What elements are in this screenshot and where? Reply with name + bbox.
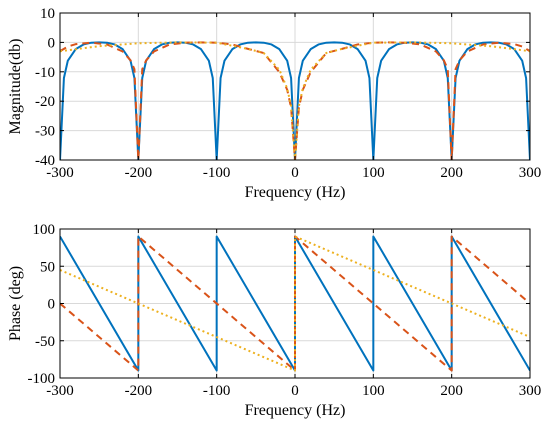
x-tick-label: 300: [519, 383, 542, 399]
x-tick-label: 0: [291, 165, 299, 181]
x-tick-label: -300: [46, 383, 74, 399]
y-tick-label: -50: [35, 334, 55, 350]
phase-x-axis-label: Frequency (Hz): [245, 402, 346, 419]
y-tick-label: -10: [35, 65, 55, 81]
y-tick-label: -100: [28, 371, 56, 387]
y-tick-label: 10: [40, 6, 55, 22]
y-tick-label: 100: [33, 222, 56, 238]
y-tick-label: 0: [48, 35, 56, 51]
y-tick-label: -40: [35, 153, 55, 169]
x-tick-label: -100: [203, 383, 231, 399]
x-tick-label: 100: [362, 383, 385, 399]
y-tick-label: -30: [35, 124, 55, 140]
y-tick-label: 0: [48, 297, 56, 313]
x-tick-label: -100: [203, 165, 231, 181]
y-tick-label: -20: [35, 94, 55, 110]
x-tick-label: 200: [440, 165, 463, 181]
magnitude-plot: -300 -200 -100 0 100 200 300-40-30-20-10010Fre…: [7, 6, 541, 201]
x-tick-label: 300: [519, 165, 542, 181]
magnitude-y-axis-label: Magnitude(db): [7, 39, 24, 135]
x-tick-label: -200: [125, 165, 153, 181]
x-tick-label: 0: [291, 383, 299, 399]
x-tick-label: 200: [440, 383, 463, 399]
y-tick-label: 50: [40, 259, 55, 275]
magnitude-series-3-line: [60, 41, 530, 160]
phase-plot: -300 -200 -100 0 100 200 300 -100 -50 0 50 100 Frequ…: [7, 222, 541, 419]
phase-series-2-line: [60, 235, 530, 372]
magnitude-series-2-line: [60, 41, 530, 160]
magnitude-x-axis-label: Frequency (Hz): [245, 184, 346, 201]
x-tick-label: 100: [362, 165, 385, 181]
x-tick-label: -200: [125, 383, 153, 399]
phase-y-axis-label: Phase (deg): [7, 266, 24, 341]
x-tick-label: -300: [46, 165, 74, 181]
